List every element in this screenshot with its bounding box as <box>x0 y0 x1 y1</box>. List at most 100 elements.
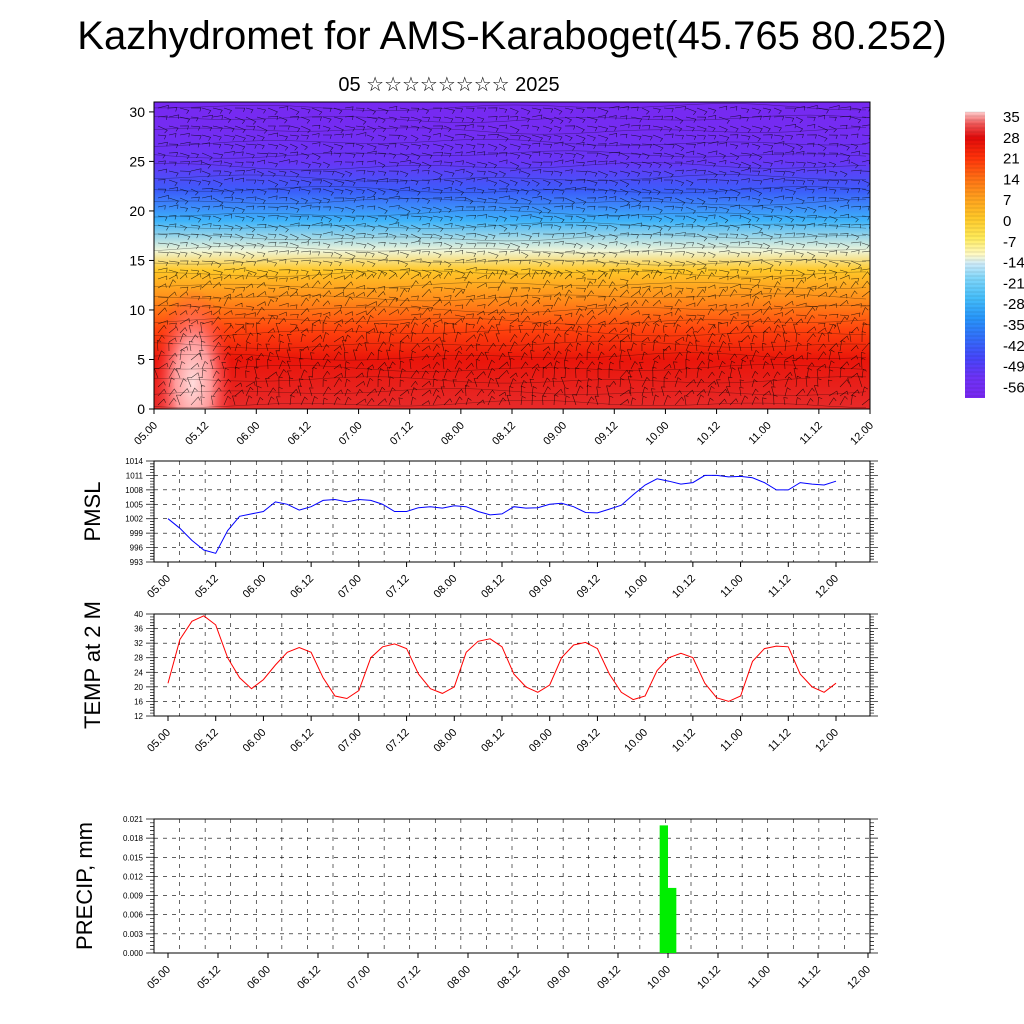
y-tick-label: 20 <box>129 203 145 219</box>
y-tick-label: 5 <box>137 351 145 367</box>
y-tick-label: 0.009 <box>123 892 144 901</box>
x-tick-label: 10.00 <box>644 420 672 448</box>
x-tick-label: 06.00 <box>234 420 262 448</box>
x-tick-label: 11.12 <box>766 727 793 754</box>
x-tick-label: 05.12 <box>193 727 221 755</box>
y-tick-label: 999 <box>130 529 144 538</box>
x-tick-label: 06.00 <box>245 964 273 992</box>
y-minor-ticks <box>146 818 878 954</box>
x-tick-label: 10.12 <box>670 573 698 601</box>
contour-line <box>154 233 867 242</box>
y-axis-title: PMSL <box>80 482 105 542</box>
colorbar: 35 28 21 14 7 0 -7 -14 -21 -28 -35 -42 -49 -56 <box>965 109 1024 398</box>
chart-subtitle: 05 ☆☆☆☆☆☆☆☆ 2025 <box>338 74 560 96</box>
panel-frame <box>153 460 871 563</box>
contour-line <box>154 222 867 229</box>
contour-line <box>154 400 867 408</box>
y-tick-label: 20 <box>134 683 143 692</box>
temp2m-line <box>167 615 837 702</box>
contour-line <box>154 317 867 325</box>
contour-line <box>154 305 867 314</box>
x-tick-label: 12.00 <box>848 420 876 448</box>
y-tick-label: 0.015 <box>123 853 144 862</box>
contour-line <box>154 174 867 182</box>
x-tick-label: 09.00 <box>545 964 573 992</box>
colorbar-label: -49 <box>1003 359 1024 376</box>
x-tick-label: 08.12 <box>495 964 523 992</box>
x-tick-label: 07.00 <box>337 420 365 448</box>
y-tick-label: 30 <box>129 104 145 120</box>
wind-barbs <box>154 105 870 406</box>
x-tick-label: 07.12 <box>388 420 416 448</box>
contour-line <box>154 162 867 171</box>
x-tick-label: 10.12 <box>670 727 698 755</box>
colorbar-label: -56 <box>1003 379 1024 396</box>
pmsl-line <box>167 474 837 554</box>
y-tick-label: 16 <box>134 697 143 706</box>
y-tick-label: 32 <box>134 639 143 648</box>
y-tick-label: 0.006 <box>123 911 144 920</box>
y-tick-label: 10 <box>129 302 145 318</box>
x-tick-label: 07.00 <box>336 573 364 601</box>
x-tick-label: 08.12 <box>479 727 507 755</box>
contour-line <box>154 388 867 396</box>
x-tick-label: 05.12 <box>193 573 221 601</box>
y-tick-label: 993 <box>130 558 144 567</box>
x-tick-label: 06.00 <box>241 727 269 755</box>
contour-line <box>154 209 867 218</box>
y-tick-label: 12 <box>134 712 143 721</box>
y-tick-label: 15 <box>129 252 145 268</box>
field-overlays <box>154 103 870 409</box>
y-tick-label: 1005 <box>125 500 143 509</box>
x-tick-label: 06.12 <box>295 964 323 992</box>
x-tick-label: 11.12 <box>796 964 823 991</box>
x-tick-label: 05.12 <box>195 964 223 992</box>
colorbar-label: 21 <box>1003 151 1020 168</box>
x-tick-label: 05.00 <box>145 727 173 755</box>
x-tick-label: 08.12 <box>479 573 507 601</box>
x-tick-label: 11.00 <box>718 727 745 754</box>
x-tick-label: 10.00 <box>622 727 650 755</box>
x-tick-label: 10.12 <box>695 420 723 448</box>
colorbar-label: -42 <box>1003 338 1024 355</box>
y-tick-label: 1008 <box>125 486 143 495</box>
y-tick-label: 0.021 <box>123 815 144 824</box>
x-tick-label: 12.00 <box>845 964 873 992</box>
contour-line <box>154 103 866 111</box>
colorbar-label: 28 <box>1003 130 1020 147</box>
x-tick-label: 07.00 <box>336 727 364 755</box>
x-tick-label: 11.12 <box>766 573 793 600</box>
x-tick-label: 09.00 <box>527 727 555 755</box>
grid-lines <box>154 614 870 716</box>
x-tick-label: 10.00 <box>622 573 650 601</box>
y-tick-label: 0.003 <box>123 930 144 939</box>
y-axis-title: TEMP at 2 M <box>80 601 105 729</box>
colorbar-label: 14 <box>1003 171 1020 188</box>
x-tick-label: 07.00 <box>345 964 373 992</box>
y-minor-ticks <box>146 460 878 563</box>
colorbar-label: 0 <box>1003 213 1011 230</box>
colorbar-label: -35 <box>1003 317 1024 334</box>
y-tick-label: 0.000 <box>123 949 144 958</box>
x-tick-label: 07.12 <box>395 964 423 992</box>
x-tick-label: 07.12 <box>384 573 412 601</box>
x-tick-label: 09.12 <box>592 420 620 448</box>
y-tick-label: 0 <box>137 401 145 417</box>
x-tick-label: 11.12 <box>798 420 825 447</box>
x-tick-label: 11.00 <box>718 573 745 600</box>
x-tick-label: 08.00 <box>431 573 459 601</box>
contour-line <box>154 340 867 349</box>
y-tick-label: 1002 <box>125 515 143 524</box>
cross-section-panel: 0 5 10 15 20 25 30 05.00 05.12 06.00 06.12 07.00 07.… <box>129 101 876 448</box>
x-tick-label: 05.12 <box>183 420 211 448</box>
y-tick-label: 36 <box>134 625 143 634</box>
x-tick-label: 11.00 <box>746 420 773 447</box>
x-tick-label: 09.00 <box>527 573 555 601</box>
colorbar-bands <box>965 111 985 397</box>
contour-line <box>154 127 867 135</box>
y-axis-title: PRECIP, mm <box>72 822 97 950</box>
x-tick-label: 10.00 <box>645 964 673 992</box>
x-tick-label: 06.00 <box>241 573 269 601</box>
